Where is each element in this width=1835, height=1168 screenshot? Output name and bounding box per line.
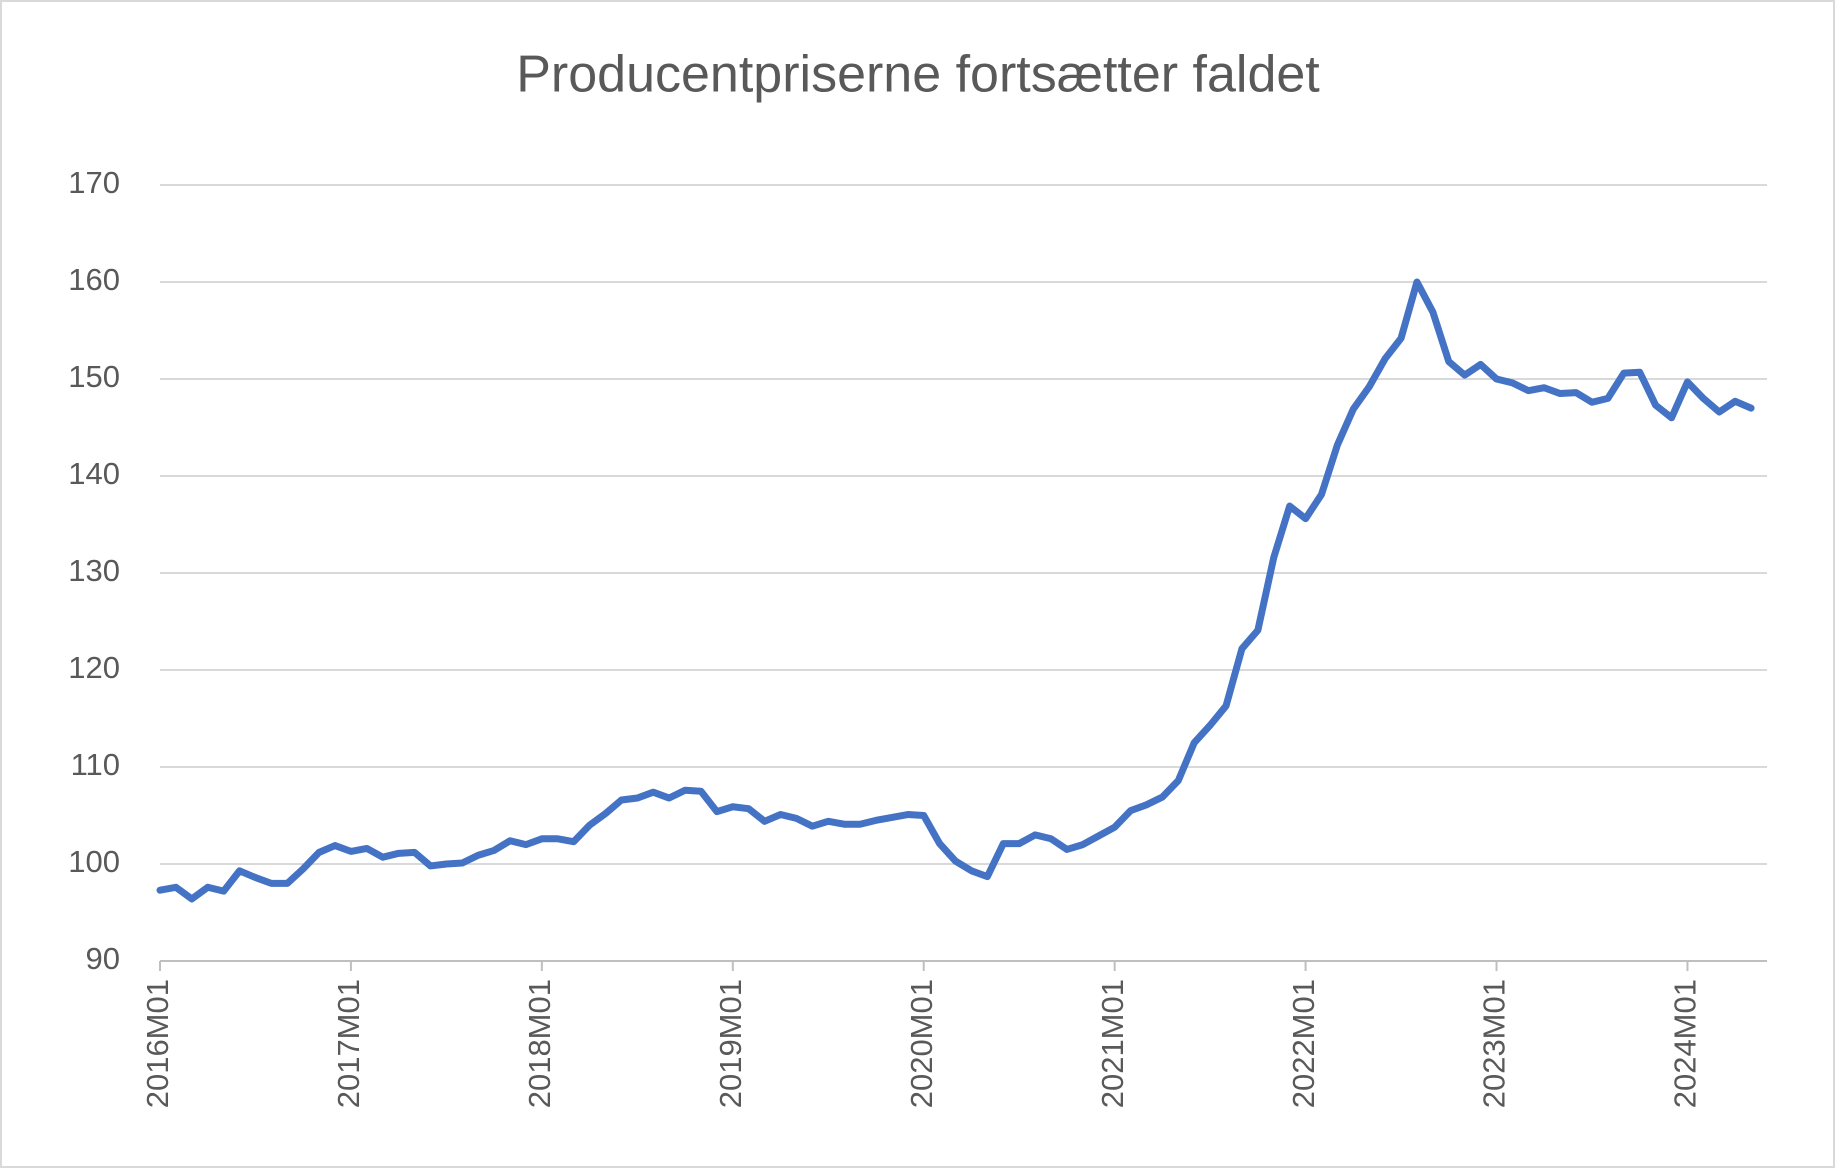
y-tick-label: 120 <box>68 650 120 685</box>
x-tick-label: 2019M01 <box>713 979 748 1108</box>
y-tick-label: 100 <box>68 844 120 879</box>
line-series <box>156 278 1755 903</box>
y-tick-label: 130 <box>68 553 120 588</box>
x-tick-label: 2018M01 <box>522 979 557 1108</box>
y-tick-label: 160 <box>68 262 120 297</box>
x-tick-label: 2021M01 <box>1095 979 1130 1108</box>
y-tick-label: 170 <box>68 165 120 200</box>
x-tick-label: 2022M01 <box>1286 979 1321 1108</box>
x-tick-label: 2017M01 <box>331 979 366 1108</box>
x-tick-label: 2024M01 <box>1668 979 1703 1108</box>
y-tick-label: 150 <box>68 359 120 394</box>
y-tick-label: 140 <box>68 456 120 491</box>
y-tick-label: 110 <box>71 747 120 782</box>
x-tick-label: 2016M01 <box>140 979 175 1108</box>
chart-title: Producentpriserne fortsætter faldet <box>516 46 1320 104</box>
x-tick-label: 2020M01 <box>904 979 939 1108</box>
y-tick-label: 90 <box>86 941 120 976</box>
x-tick-label: 2023M01 <box>1477 979 1512 1108</box>
